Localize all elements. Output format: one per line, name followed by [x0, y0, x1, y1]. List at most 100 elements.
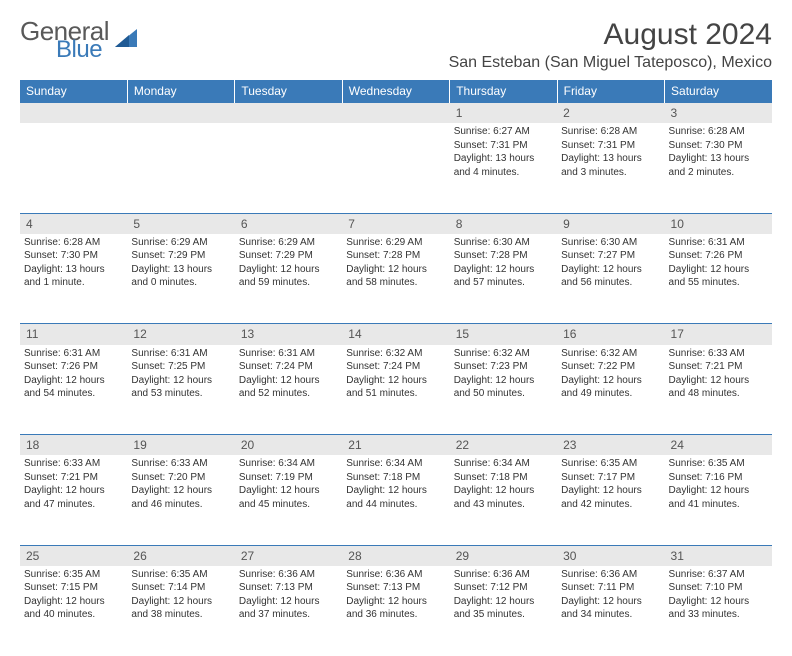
- day-cell: [20, 123, 127, 213]
- sunrise-text: Sunrise: 6:28 AM: [24, 236, 123, 250]
- title-block: August 2024 San Esteban (San Miguel Tate…: [449, 18, 772, 72]
- daynum-row: 18192021222324: [20, 435, 772, 456]
- day-cell: Sunrise: 6:31 AMSunset: 7:26 PMDaylight:…: [665, 234, 772, 324]
- day-content: Sunrise: 6:35 AMSunset: 7:16 PMDaylight:…: [669, 455, 768, 511]
- sunrise-text: Sunrise: 6:30 AM: [561, 236, 660, 250]
- sunset-text: Sunset: 7:18 PM: [454, 471, 553, 485]
- day-number: 1: [450, 103, 557, 123]
- day-number: 8: [450, 214, 557, 234]
- day-content: Sunrise: 6:33 AMSunset: 7:20 PMDaylight:…: [131, 455, 230, 511]
- sunset-text: Sunset: 7:17 PM: [561, 471, 660, 485]
- day-cell: Sunrise: 6:33 AMSunset: 7:21 PMDaylight:…: [665, 345, 772, 435]
- day-number: 17: [665, 324, 772, 344]
- daynum-row: 123: [20, 103, 772, 124]
- day-cell: Sunrise: 6:36 AMSunset: 7:13 PMDaylight:…: [342, 566, 449, 656]
- header: General Blue August 2024 San Esteban (Sa…: [20, 18, 772, 72]
- day-number: 7: [342, 214, 449, 234]
- daylight-text: Daylight: 12 hours and 37 minutes.: [239, 595, 338, 622]
- sunrise-text: Sunrise: 6:35 AM: [669, 457, 768, 471]
- day-cell: Sunrise: 6:34 AMSunset: 7:18 PMDaylight:…: [342, 455, 449, 545]
- daynum-cell: 4: [20, 213, 127, 234]
- sunrise-text: Sunrise: 6:32 AM: [454, 347, 553, 361]
- sunrise-text: Sunrise: 6:36 AM: [561, 568, 660, 582]
- sunrise-text: Sunrise: 6:31 AM: [239, 347, 338, 361]
- daylight-text: Daylight: 12 hours and 35 minutes.: [454, 595, 553, 622]
- day-number: 19: [127, 435, 234, 455]
- day-cell: Sunrise: 6:35 AMSunset: 7:16 PMDaylight:…: [665, 455, 772, 545]
- daynum-cell: 30: [557, 545, 664, 566]
- content-row: Sunrise: 6:35 AMSunset: 7:15 PMDaylight:…: [20, 566, 772, 656]
- daylight-text: Daylight: 12 hours and 57 minutes.: [454, 263, 553, 290]
- day-content: Sunrise: 6:34 AMSunset: 7:18 PMDaylight:…: [454, 455, 553, 511]
- daynum-cell: 3: [665, 103, 772, 124]
- day-number: 9: [557, 214, 664, 234]
- daylight-text: Daylight: 13 hours and 3 minutes.: [561, 152, 660, 179]
- daynum-cell: 15: [450, 324, 557, 345]
- day-content: Sunrise: 6:32 AMSunset: 7:23 PMDaylight:…: [454, 345, 553, 401]
- daylight-text: Daylight: 12 hours and 56 minutes.: [561, 263, 660, 290]
- sunset-text: Sunset: 7:21 PM: [669, 360, 768, 374]
- sunrise-text: Sunrise: 6:31 AM: [24, 347, 123, 361]
- weekday-header: Saturday: [665, 80, 772, 103]
- day-content: Sunrise: 6:36 AMSunset: 7:11 PMDaylight:…: [561, 566, 660, 622]
- weekday-header: Tuesday: [235, 80, 342, 103]
- sunrise-text: Sunrise: 6:29 AM: [131, 236, 230, 250]
- day-content: Sunrise: 6:36 AMSunset: 7:12 PMDaylight:…: [454, 566, 553, 622]
- day-content: Sunrise: 6:34 AMSunset: 7:19 PMDaylight:…: [239, 455, 338, 511]
- weekday-header: Thursday: [450, 80, 557, 103]
- sunset-text: Sunset: 7:30 PM: [669, 139, 768, 153]
- daylight-text: Daylight: 12 hours and 44 minutes.: [346, 484, 445, 511]
- daynum-cell: 6: [235, 213, 342, 234]
- day-cell: [235, 123, 342, 213]
- day-cell: Sunrise: 6:27 AMSunset: 7:31 PMDaylight:…: [450, 123, 557, 213]
- day-content: Sunrise: 6:29 AMSunset: 7:28 PMDaylight:…: [346, 234, 445, 290]
- day-content: Sunrise: 6:32 AMSunset: 7:22 PMDaylight:…: [561, 345, 660, 401]
- day-content: Sunrise: 6:29 AMSunset: 7:29 PMDaylight:…: [239, 234, 338, 290]
- day-number: [20, 103, 127, 123]
- day-number: 31: [665, 546, 772, 566]
- daynum-cell: 28: [342, 545, 449, 566]
- day-number: [235, 103, 342, 123]
- sunset-text: Sunset: 7:29 PM: [131, 249, 230, 263]
- day-number: 3: [665, 103, 772, 123]
- daynum-cell: 31: [665, 545, 772, 566]
- day-cell: Sunrise: 6:28 AMSunset: 7:30 PMDaylight:…: [665, 123, 772, 213]
- sunset-text: Sunset: 7:15 PM: [24, 581, 123, 595]
- sunset-text: Sunset: 7:28 PM: [346, 249, 445, 263]
- day-cell: Sunrise: 6:34 AMSunset: 7:18 PMDaylight:…: [450, 455, 557, 545]
- daylight-text: Daylight: 12 hours and 43 minutes.: [454, 484, 553, 511]
- sunrise-text: Sunrise: 6:32 AM: [346, 347, 445, 361]
- weekday-header: Sunday: [20, 80, 127, 103]
- day-number: 16: [557, 324, 664, 344]
- daylight-text: Daylight: 12 hours and 46 minutes.: [131, 484, 230, 511]
- daylight-text: Daylight: 12 hours and 59 minutes.: [239, 263, 338, 290]
- day-number: [342, 103, 449, 123]
- sunset-text: Sunset: 7:26 PM: [24, 360, 123, 374]
- sunrise-text: Sunrise: 6:31 AM: [131, 347, 230, 361]
- logo: General Blue: [20, 18, 143, 62]
- daynum-cell: [20, 103, 127, 124]
- day-cell: Sunrise: 6:30 AMSunset: 7:28 PMDaylight:…: [450, 234, 557, 324]
- day-content: Sunrise: 6:34 AMSunset: 7:18 PMDaylight:…: [346, 455, 445, 511]
- content-row: Sunrise: 6:31 AMSunset: 7:26 PMDaylight:…: [20, 345, 772, 435]
- sunset-text: Sunset: 7:25 PM: [131, 360, 230, 374]
- day-content: Sunrise: 6:30 AMSunset: 7:27 PMDaylight:…: [561, 234, 660, 290]
- day-content: Sunrise: 6:36 AMSunset: 7:13 PMDaylight:…: [346, 566, 445, 622]
- sunset-text: Sunset: 7:10 PM: [669, 581, 768, 595]
- day-content: Sunrise: 6:33 AMSunset: 7:21 PMDaylight:…: [669, 345, 768, 401]
- daynum-cell: 12: [127, 324, 234, 345]
- day-cell: Sunrise: 6:30 AMSunset: 7:27 PMDaylight:…: [557, 234, 664, 324]
- logo-word-blue: Blue: [56, 38, 109, 62]
- sunset-text: Sunset: 7:13 PM: [346, 581, 445, 595]
- day-cell: Sunrise: 6:31 AMSunset: 7:24 PMDaylight:…: [235, 345, 342, 435]
- daylight-text: Daylight: 12 hours and 47 minutes.: [24, 484, 123, 511]
- sunrise-text: Sunrise: 6:36 AM: [239, 568, 338, 582]
- day-content: Sunrise: 6:35 AMSunset: 7:17 PMDaylight:…: [561, 455, 660, 511]
- daylight-text: Daylight: 12 hours and 50 minutes.: [454, 374, 553, 401]
- day-cell: [342, 123, 449, 213]
- day-number: 10: [665, 214, 772, 234]
- calendar-body: 123Sunrise: 6:27 AMSunset: 7:31 PMDaylig…: [20, 103, 772, 656]
- sunrise-text: Sunrise: 6:27 AM: [454, 125, 553, 139]
- day-content: Sunrise: 6:36 AMSunset: 7:13 PMDaylight:…: [239, 566, 338, 622]
- sunrise-text: Sunrise: 6:34 AM: [239, 457, 338, 471]
